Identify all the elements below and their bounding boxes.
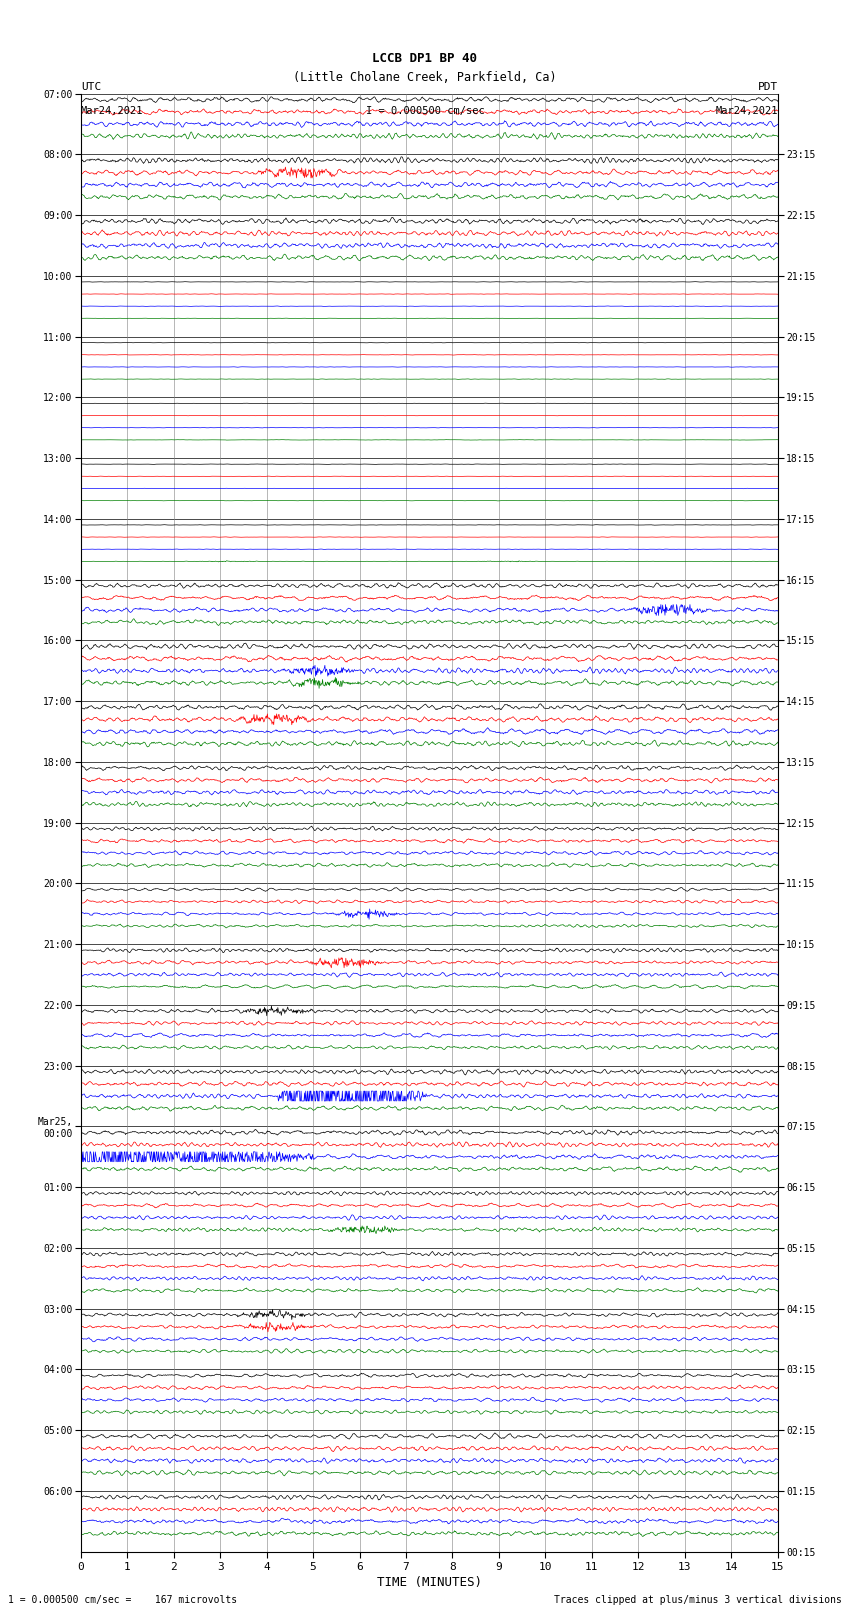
X-axis label: TIME (MINUTES): TIME (MINUTES): [377, 1576, 482, 1589]
Text: 1 = 0.000500 cm/sec =    167 microvolts: 1 = 0.000500 cm/sec = 167 microvolts: [8, 1595, 238, 1605]
Text: Mar24,2021: Mar24,2021: [715, 106, 778, 116]
Text: I = 0.000500 cm/sec: I = 0.000500 cm/sec: [366, 106, 484, 116]
Text: Traces clipped at plus/minus 3 vertical divisions: Traces clipped at plus/minus 3 vertical …: [553, 1595, 842, 1605]
Text: UTC: UTC: [81, 82, 101, 92]
Text: PDT: PDT: [757, 82, 778, 92]
Text: LCCB DP1 BP 40: LCCB DP1 BP 40: [372, 52, 478, 65]
Text: Mar24,2021: Mar24,2021: [81, 106, 144, 116]
Text: (Little Cholane Creek, Parkfield, Ca): (Little Cholane Creek, Parkfield, Ca): [293, 71, 557, 84]
